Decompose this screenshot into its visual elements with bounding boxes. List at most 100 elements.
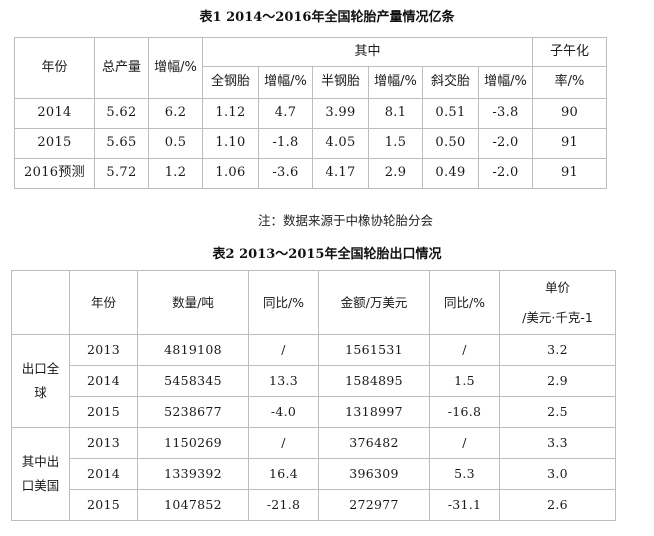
cell-semi-steel: 4.17 [312, 158, 369, 189]
cell-unit-price: 2.9 [499, 365, 616, 397]
cell-bias-growth: -2.0 [477, 158, 534, 189]
cell-quantity: 5238677 [137, 396, 249, 428]
cell-total-output: 5.65 [94, 128, 149, 159]
cell-amount: 376482 [318, 427, 430, 459]
cell-radial-rate: 90 [532, 98, 608, 129]
cell-amount-yoy: -31.1 [429, 489, 500, 521]
header-semi-steel: 半钢胎 [312, 66, 369, 99]
table-row: 出口全球 2013 4819108/1561531/3.2 [11, 334, 616, 428]
cell-radial-rate: 91 [532, 158, 608, 189]
cell-semi-steel: 3.99 [312, 98, 369, 129]
cell-bias: 0.51 [422, 98, 479, 129]
header-amount: 金额/万美元 [318, 270, 430, 335]
header-radial-rate-line1: 子午化 [532, 37, 608, 67]
cell-quantity-yoy: 13.3 [248, 365, 319, 397]
cell-year: 2014 [69, 365, 138, 397]
header-radial-rate-line2: 率/% [532, 66, 608, 99]
cell-amount-yoy: / [429, 427, 500, 459]
header-quantity: 数量/吨 [137, 270, 249, 335]
header-unit-price-line2: /美元·千克-1 [522, 309, 593, 325]
header-all-steel: 全钢胎 [202, 66, 259, 99]
cell-unit-price: 2.5 [499, 396, 616, 428]
cell-growth: 6.2 [148, 98, 203, 129]
header-all-steel-growth: 增幅/% [258, 66, 313, 99]
cell-semi-steel: 4.05 [312, 128, 369, 159]
cell-amount: 1584895 [318, 365, 430, 397]
header-bias-growth: 增幅/% [477, 66, 534, 99]
cell-year: 2014 [14, 98, 95, 129]
cell-year: 2015 [69, 489, 138, 521]
cell-bias: 0.50 [422, 128, 479, 159]
cell-year: 2013 [69, 334, 138, 366]
table1-caption: 表1 2014～2016年全国轮胎产量情况亿条 [199, 10, 455, 25]
group-label-line: 出口全 [21, 361, 60, 377]
cell-amount-yoy: -16.8 [429, 396, 500, 428]
table2-caption: 表2 2013～2015年全国轮胎出口情况 [212, 247, 442, 262]
cell-unit-price: 3.2 [499, 334, 616, 366]
header-semi-steel-growth: 增幅/% [368, 66, 423, 99]
table-row: 2015 5238677 -4.0 1318997 -16.8 2.5 [12, 396, 616, 428]
header-breakdown-group: 其中 [201, 37, 534, 67]
header-unit-price: 单价 /美元·千克-1 [499, 270, 616, 335]
cell-unit-price: 2.6 [499, 489, 616, 521]
cell-quantity-yoy: -4.0 [248, 396, 319, 428]
cell-all-steel: 1.10 [202, 128, 259, 159]
cell-quantity: 5458345 [137, 365, 249, 397]
cell-quantity: 1339392 [137, 458, 249, 490]
table-row: 其中出 口美国 2013 1150269/376482/3.3 [11, 427, 616, 521]
cell-all-steel-growth: -3.6 [258, 158, 313, 189]
table-row: 2015 1047852 -21.8 272977 -31.1 2.6 [12, 489, 616, 521]
cell-quantity-yoy: 16.4 [248, 458, 319, 490]
cell-total-output: 5.72 [94, 158, 149, 189]
header-year: 年份 [14, 37, 95, 99]
cell-growth: 0.5 [148, 128, 203, 159]
cell-amount: 1318997 [318, 396, 430, 428]
table-row: 2015 5.65 0.5 1.10 -1.8 4.05 1.5 0.50 -2.0 91 [14, 128, 608, 159]
cell-year: 2013 [69, 427, 138, 459]
cell-semi-steel-growth: 1.5 [368, 128, 423, 159]
cell-year: 2014 [69, 458, 138, 490]
cell-quantity: 4819108 [137, 334, 249, 366]
header-quantity-yoy: 同比/% [248, 270, 319, 335]
group-label: 其中出 口美国 [11, 427, 70, 521]
cell-quantity: 1047852 [137, 489, 249, 521]
cell-year: 2016预测 [14, 158, 95, 189]
cell-bias-growth: -2.0 [477, 128, 534, 159]
cell-amount-yoy: 5.3 [429, 458, 500, 490]
header-growth: 增幅/% [148, 37, 203, 99]
cell-unit-price: 3.3 [499, 427, 616, 459]
cell-amount: 1561531 [318, 334, 430, 366]
header-bias: 斜交胎 [422, 66, 479, 99]
cell-year: 2015 [69, 396, 138, 428]
cell-year: 2015 [14, 128, 95, 159]
cell-amount-yoy: 1.5 [429, 365, 500, 397]
cell-all-steel-growth: -1.8 [258, 128, 313, 159]
table-row: 2016预测 5.72 1.2 1.06 -3.6 4.17 2.9 0.49 -2.0 91 [14, 158, 608, 189]
header-unit-price-line1: 单价 [544, 279, 570, 295]
table1-tyre-production: 年份 总产量 增幅/% 其中 子午化 全钢胎 增幅/% 半钢胎 增幅/% 斜交胎… [14, 37, 608, 189]
cell-semi-steel-growth: 8.1 [368, 98, 423, 129]
cell-quantity-yoy: -21.8 [248, 489, 319, 521]
cell-semi-steel-growth: 2.9 [368, 158, 423, 189]
cell-unit-price: 3.0 [499, 458, 616, 490]
table-row: 2014 5.62 6.2 1.12 4.7 3.99 8.1 0.51 -3.8 90 [14, 98, 608, 129]
header-total-output: 总产量 [94, 37, 149, 99]
group-label-line: 球 [34, 385, 47, 400]
header-group-blank [11, 270, 70, 335]
table1-source-note: 注：数据来源于中橡协轮胎分会 [258, 213, 434, 228]
cell-bias-growth: -3.8 [477, 98, 534, 129]
header-amount-yoy: 同比/% [429, 270, 500, 335]
table2-tyre-exports: 年份 数量/吨 同比/% 金额/万美元 同比/% 单价 /美元·千克-1 出口全… [11, 270, 616, 521]
cell-all-steel: 1.06 [202, 158, 259, 189]
cell-quantity-yoy: / [248, 334, 319, 366]
cell-amount: 396309 [318, 458, 430, 490]
cell-growth: 1.2 [148, 158, 203, 189]
group-label-line: 其中出 [21, 454, 60, 470]
group-label: 出口全球 [11, 334, 70, 428]
cell-bias: 0.49 [422, 158, 479, 189]
group-label-line: 口美国 [21, 478, 60, 493]
cell-amount-yoy: / [429, 334, 500, 366]
cell-amount: 272977 [318, 489, 430, 521]
cell-all-steel-growth: 4.7 [258, 98, 313, 129]
header-year: 年份 [69, 270, 138, 335]
